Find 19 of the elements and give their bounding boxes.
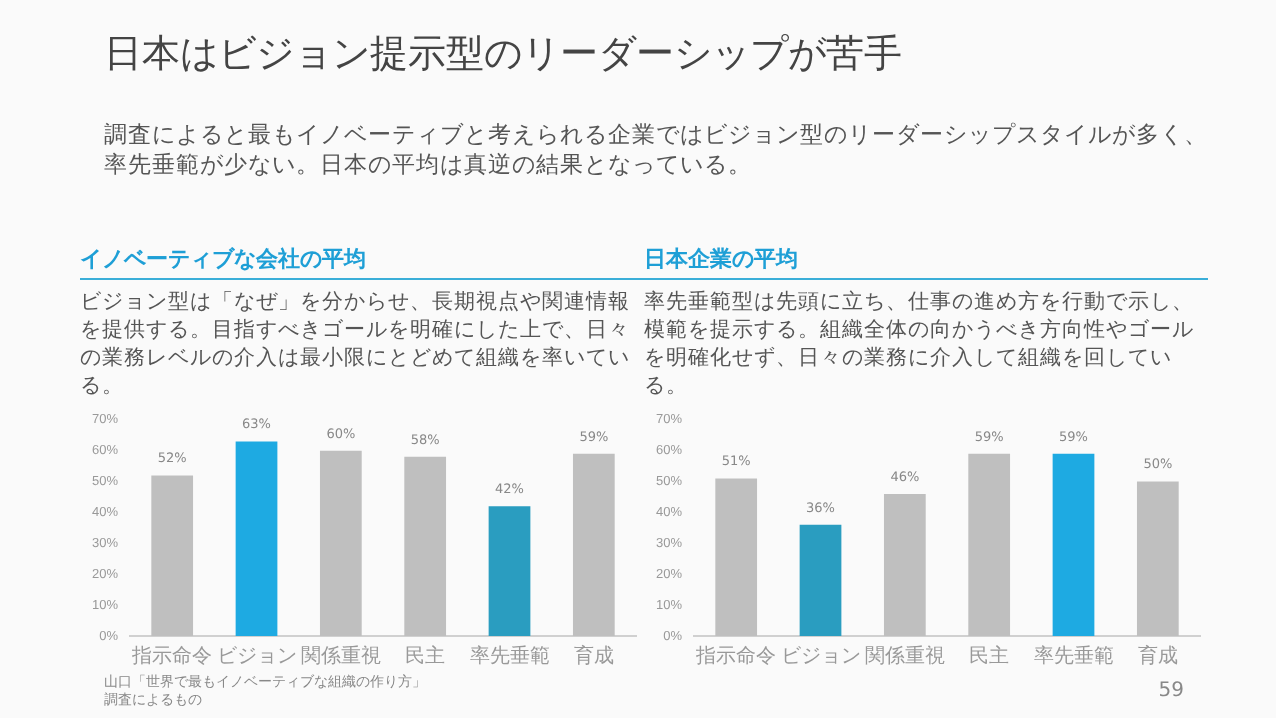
chart-title: 日本企業の平均 [644, 244, 1208, 280]
x-tick-label: ビジョン [216, 645, 297, 668]
x-tick-label: 指示命令 [694, 643, 777, 668]
x-tick-label: 率先垂範 [469, 643, 550, 668]
x-tick-label: 関係重視 [300, 643, 381, 668]
x-tick-label: ビジョン [780, 645, 861, 668]
chart-subtitle: ビジョン型は「なぜ」を分からせ、長期視点や関連情報を提供する。目指すべきゴールを明確にした上で、日々の業務レベルの介入は最小限にとどめて組織を率いている。 [80, 288, 632, 400]
x-tick-label: 育成 [1137, 643, 1178, 668]
x-tick-label: 民主 [405, 643, 446, 668]
x-tick-label: 民主 [969, 643, 1010, 668]
chart-subtitle: 率先垂範型は先頭に立ち、仕事の進め方を行動で示し、模範を提示する。組織全体の向かうべき方向性やゴールを明確化せず、日々の業務に介入して組織を回している。 [644, 288, 1196, 400]
chart-title: イノベーティブな会社の平均 [80, 244, 644, 280]
x-tick-label: 指示命令 [130, 643, 213, 668]
x-tick-label: 率先垂範 [1033, 643, 1114, 668]
x-tick-label: 育成 [573, 643, 614, 668]
text: 調査によると最もイノベーティブと考えられる企業ではビジョン型のリーダーシップスタイルが多く、率先垂範が少ない。日本の平均は真逆の結果となっている。 [104, 120, 1210, 180]
text: 日本はビジョン提示型のリーダーシップが苦手 [104, 30, 904, 80]
text: 59 [1158, 680, 1184, 702]
x-tick-label: 関係重視 [864, 643, 945, 668]
